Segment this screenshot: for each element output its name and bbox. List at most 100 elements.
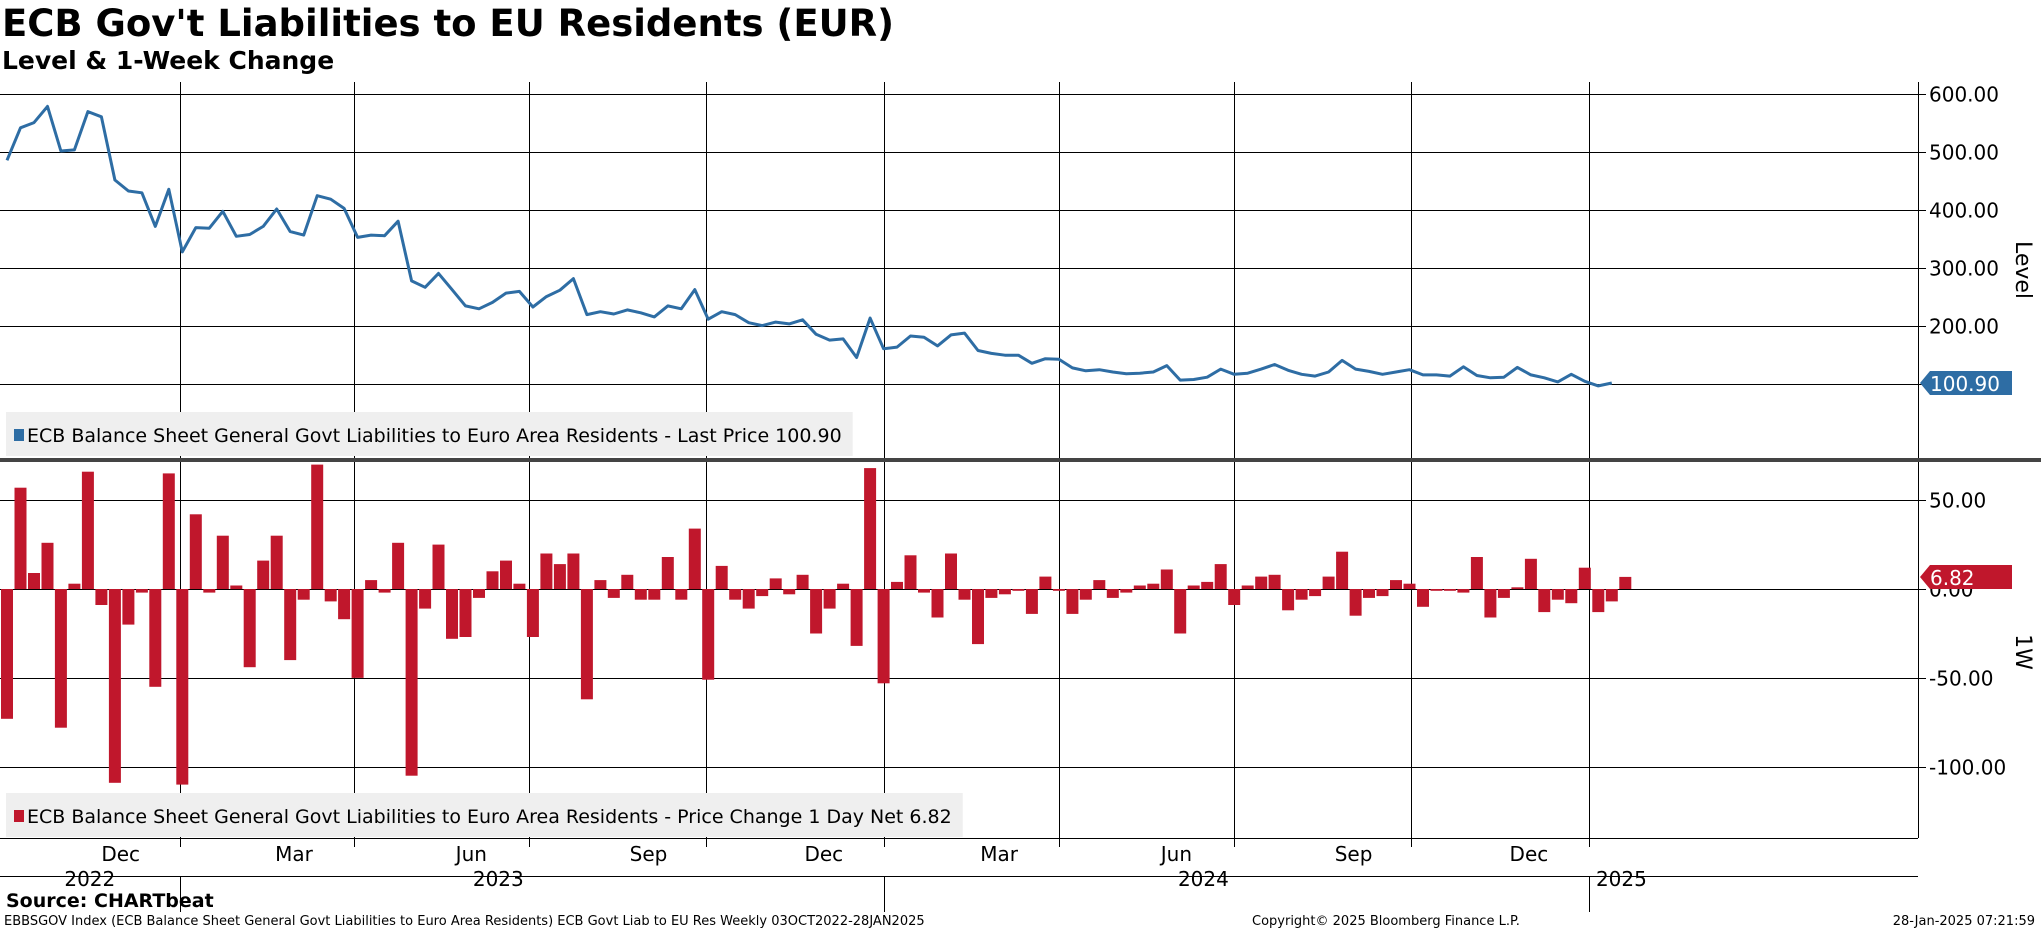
change-bar bbox=[1376, 589, 1389, 597]
change-y-tick-label: -100.00 bbox=[1929, 756, 2006, 780]
change-bar bbox=[1147, 583, 1160, 589]
level-legend-text: ECB Balance Sheet General Govt Liabiliti… bbox=[27, 425, 842, 447]
change-bar bbox=[1430, 589, 1443, 591]
change-bar bbox=[1524, 558, 1537, 589]
change-bar bbox=[918, 589, 930, 593]
x-month-label: Jun bbox=[1159, 842, 1192, 866]
change-bar bbox=[1066, 589, 1079, 614]
change-bar bbox=[1120, 589, 1133, 593]
change-bar bbox=[1363, 589, 1375, 598]
change-bar bbox=[1214, 564, 1227, 589]
change-bar bbox=[1, 589, 13, 719]
level-y-tick-label: 300.00 bbox=[1929, 257, 1999, 281]
change-bar bbox=[149, 589, 162, 687]
x-year-label: 2022 bbox=[64, 867, 115, 891]
change-bar bbox=[648, 589, 661, 600]
change-bar bbox=[419, 589, 432, 609]
change-bar bbox=[1133, 585, 1146, 590]
change-bar bbox=[486, 571, 499, 590]
change-bar bbox=[257, 560, 270, 590]
x-year-label: 2025 bbox=[1596, 867, 1647, 891]
change-bar bbox=[41, 542, 54, 589]
change-bar bbox=[729, 589, 742, 600]
level-axis-title: Level bbox=[2010, 241, 2035, 299]
change-bar bbox=[661, 557, 674, 589]
change-last-value-tag bbox=[1920, 565, 2012, 589]
change-bar bbox=[324, 589, 337, 602]
change-bar bbox=[95, 589, 108, 605]
change-bar bbox=[864, 468, 877, 589]
change-bar bbox=[500, 560, 512, 590]
change-bar bbox=[972, 589, 984, 645]
change-bar bbox=[1241, 585, 1254, 590]
change-bar bbox=[1255, 576, 1268, 589]
change-bar bbox=[1336, 551, 1349, 589]
change-bar bbox=[634, 589, 647, 600]
change-bar bbox=[297, 589, 310, 600]
change-bar bbox=[1025, 589, 1038, 614]
change-bar bbox=[68, 583, 81, 589]
change-bar bbox=[607, 589, 620, 598]
change-bar bbox=[351, 589, 364, 678]
change-bar bbox=[1322, 576, 1335, 589]
level-y-tick-label: 200.00 bbox=[1929, 315, 1999, 339]
change-bar bbox=[904, 555, 917, 590]
x-month-label: Dec bbox=[804, 842, 843, 866]
change-bar bbox=[837, 583, 850, 589]
axis-layer: 100.00200.00300.00400.00500.00600.00-100… bbox=[0, 82, 2041, 912]
change-bar bbox=[135, 589, 148, 593]
change-bar bbox=[769, 578, 782, 590]
change-last-value-tag-label: 6.82 bbox=[1930, 566, 1975, 590]
change-bar bbox=[162, 473, 175, 589]
change-bar bbox=[189, 514, 202, 589]
change-bar bbox=[1309, 589, 1322, 597]
footer-timestamp: 28-Jan-2025 07:21:59 bbox=[1892, 914, 2035, 929]
change-bar bbox=[675, 589, 688, 600]
change-bar bbox=[796, 574, 809, 589]
change-bar bbox=[688, 528, 701, 590]
footer-copyright: Copyright© 2025 Bloomberg Finance L.P. bbox=[1252, 914, 1520, 929]
source-note: Source: CHARTbeat bbox=[6, 890, 214, 912]
change-bar bbox=[1565, 589, 1578, 604]
x-month-label: Dec bbox=[101, 842, 140, 866]
change-bar bbox=[28, 573, 40, 589]
x-month-label: Jun bbox=[454, 842, 487, 866]
change-bar bbox=[1592, 589, 1605, 613]
change-bar bbox=[473, 589, 485, 598]
legend-layer: ECB Balance Sheet General Govt Liabiliti… bbox=[6, 412, 963, 837]
footer-ticker-info: EBBSGOV Index (ECB Balance Sheet General… bbox=[4, 914, 925, 929]
change-bar bbox=[1282, 589, 1295, 611]
level-line bbox=[5, 104, 1613, 388]
change-bar bbox=[311, 464, 324, 590]
change-bar bbox=[985, 589, 998, 598]
change-bar bbox=[1619, 576, 1632, 589]
change-bar bbox=[54, 589, 67, 728]
change-bar bbox=[1417, 589, 1429, 607]
change-bar bbox=[1497, 589, 1510, 598]
change-bar bbox=[230, 585, 243, 590]
change-y-tick-label: -50.00 bbox=[1929, 667, 1993, 691]
change-bar bbox=[122, 589, 135, 625]
change-bar bbox=[1443, 589, 1456, 591]
change-bar bbox=[1538, 589, 1551, 613]
x-month-label: Sep bbox=[1335, 842, 1373, 866]
change-bar bbox=[1012, 589, 1025, 591]
change-bar bbox=[365, 580, 378, 589]
change-bar bbox=[1228, 589, 1241, 605]
change-bar bbox=[1484, 589, 1497, 618]
change-bar bbox=[378, 589, 391, 593]
change-bar bbox=[243, 589, 256, 668]
change-bar bbox=[998, 589, 1011, 595]
change-bar bbox=[540, 553, 553, 590]
change-bar bbox=[715, 565, 728, 589]
change-bar bbox=[1160, 569, 1173, 590]
level-legend-swatch bbox=[14, 429, 24, 441]
change-legend-text: ECB Balance Sheet General Govt Liabiliti… bbox=[27, 806, 952, 828]
change-bar bbox=[1551, 589, 1564, 600]
change-bar bbox=[958, 589, 971, 600]
change-bar bbox=[877, 589, 890, 684]
change-bar bbox=[1174, 589, 1187, 634]
level-last-value-tag bbox=[1920, 371, 2012, 395]
change-bar bbox=[850, 589, 863, 646]
change-bar bbox=[108, 589, 121, 783]
